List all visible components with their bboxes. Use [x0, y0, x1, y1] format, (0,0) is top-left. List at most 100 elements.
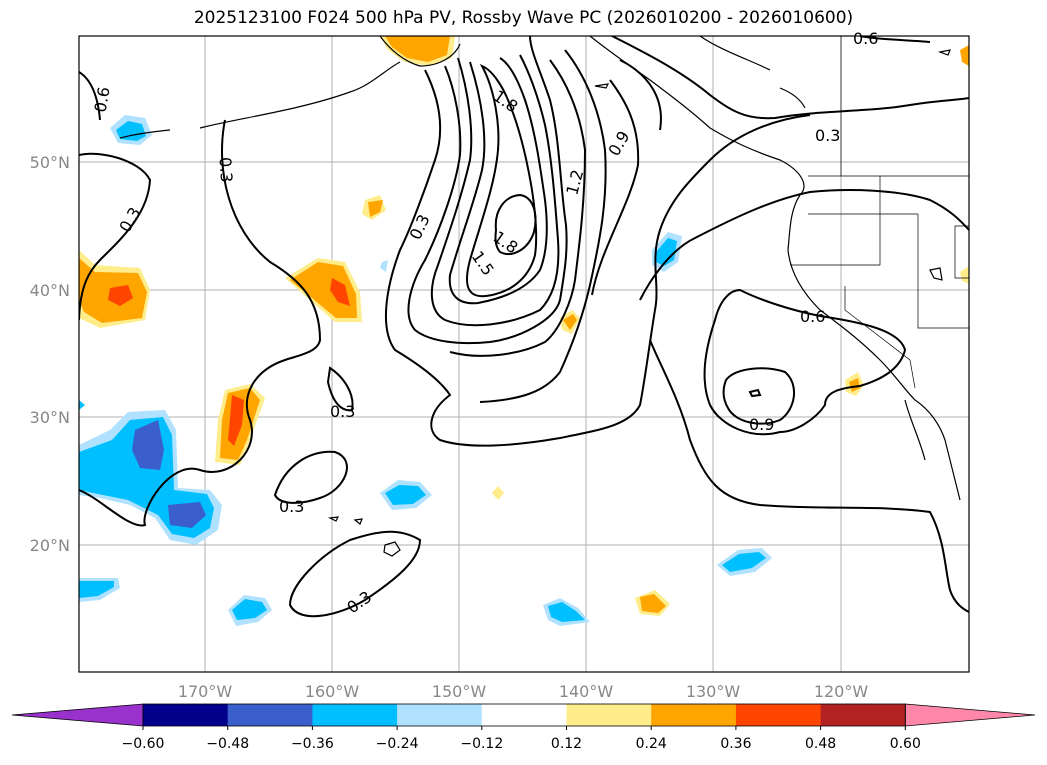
coastlines: [119, 36, 961, 557]
colorbar-segment: [312, 704, 398, 726]
lon-label-150w: 150°W: [432, 682, 487, 701]
contour-label: 0.3: [330, 402, 355, 421]
island: [327, 516, 340, 522]
shade-negative: [380, 260, 388, 272]
island: [594, 83, 610, 89]
colorbar-segment: [143, 704, 229, 726]
colorbar-tick-label: 0.24: [636, 736, 667, 752]
colorbar: −0.60 −0.48 −0.36 −0.24 −0.12 0.12 0.24 0.36 0.4…: [11, 703, 1036, 752]
lon-label-130w: 130°W: [686, 682, 741, 701]
border-state: [844, 286, 916, 389]
colorbar-segment: [735, 704, 822, 726]
contour-line: [288, 530, 422, 618]
colorbar-segment: [651, 704, 737, 726]
contour-label: 0.6: [91, 85, 114, 113]
contour-line: [722, 367, 795, 425]
shade-positive: [640, 594, 666, 613]
shade-positive: [563, 314, 577, 330]
lat-label-50n: 50°N: [30, 153, 70, 172]
map-background: [79, 36, 969, 672]
contour-line: [385, 69, 811, 447]
colorbar-tick-label: −0.36: [291, 736, 334, 752]
coastline: [699, 36, 771, 71]
map-title: 2025123100 F024 500 hPa PV, Rossby Wave …: [193, 8, 854, 28]
shade-positive: [849, 378, 860, 392]
contour-line: [326, 366, 354, 412]
lat-label-20n: 20°N: [30, 536, 70, 555]
shade-negative: [79, 400, 85, 410]
shade-negative: [548, 602, 585, 622]
colorbar-tick-label: 0.36: [720, 736, 751, 752]
shade-positive: [108, 285, 133, 306]
contour-line: [273, 450, 348, 504]
contour-line: [407, 36, 568, 345]
contour-line: [448, 57, 548, 305]
coastline: [379, 36, 461, 67]
lat-label-40n: 40°N: [30, 281, 70, 300]
colorbar-segment: [227, 704, 313, 726]
lon-label-170w: 170°W: [178, 682, 233, 701]
colorbar-segment: [566, 704, 652, 726]
border-state: [954, 225, 969, 279]
colorbar-tick-label: 0.48: [805, 736, 836, 752]
shade-negative: [385, 485, 426, 505]
shade-positive: [960, 266, 969, 284]
contour-line: [79, 71, 101, 121]
colorbar-segment: [397, 704, 483, 726]
contour-line: [494, 193, 537, 255]
contour-line: [748, 388, 762, 398]
shade-positive: [290, 262, 357, 318]
coastline: [199, 61, 401, 129]
colorbar-tick-label: 0.12: [551, 736, 582, 752]
contour-label: 0.3: [215, 156, 236, 183]
contour-line: [649, 339, 969, 613]
lon-label-140w: 140°W: [559, 682, 614, 701]
island: [353, 518, 363, 525]
island: [937, 49, 951, 56]
island: [383, 541, 401, 557]
contour-label: 0.3: [815, 126, 840, 145]
colorbar-segment: [481, 704, 567, 726]
contour-label: 0.9: [749, 415, 774, 434]
contour-line: [611, 36, 969, 120]
lon-label-120w: 120°W: [814, 682, 869, 701]
island: [929, 267, 943, 281]
contour-line: [703, 288, 907, 436]
contour-line: [479, 49, 607, 403]
shade-negative: [656, 238, 677, 266]
map-panel: 0.6 0.3 0.3 0.3 1.8 0.9 0.6 0.3 1.2 1.8 …: [30, 29, 970, 701]
coastline: [119, 129, 171, 139]
contour-line: [449, 59, 587, 357]
contour-label: 0.6: [853, 29, 878, 48]
border-state: [917, 214, 969, 329]
shade-negative: [116, 121, 146, 141]
colorbar-tick-label: 0.60: [890, 736, 921, 752]
coastline: [589, 36, 961, 501]
contour-label: 0.3: [279, 497, 304, 516]
colorbar-frame: [142, 703, 906, 727]
pv-contours: [79, 36, 969, 618]
shade-positive: [492, 486, 504, 500]
colorbar-extend-high: [904, 703, 1036, 727]
shade-positive: [228, 395, 244, 446]
contour-line: [430, 54, 560, 327]
contour-line: [79, 119, 322, 527]
shade-positive: [330, 278, 350, 306]
shade-negative: [132, 420, 164, 470]
latitude-labels: 50°N 40°N 30°N 20°N: [30, 153, 70, 555]
colorbar-tick-label: −0.60: [122, 736, 165, 752]
shade-positive: [368, 200, 383, 217]
colorbar-tick-label: −0.12: [460, 736, 503, 752]
contour-line: [859, 36, 931, 43]
contour-line: [79, 152, 152, 321]
border-state: [790, 176, 881, 266]
shade-positive: [960, 45, 969, 66]
shade-negative: [79, 581, 114, 598]
pv-shading: [79, 36, 969, 626]
colorbar-extend-low: [11, 703, 144, 727]
political-borders: [790, 36, 969, 389]
colorbar-tick-label: −0.24: [376, 736, 419, 752]
shade-positive: [385, 36, 450, 62]
shade-negative: [232, 599, 267, 620]
colorbar-tick-label: −0.48: [206, 736, 249, 752]
